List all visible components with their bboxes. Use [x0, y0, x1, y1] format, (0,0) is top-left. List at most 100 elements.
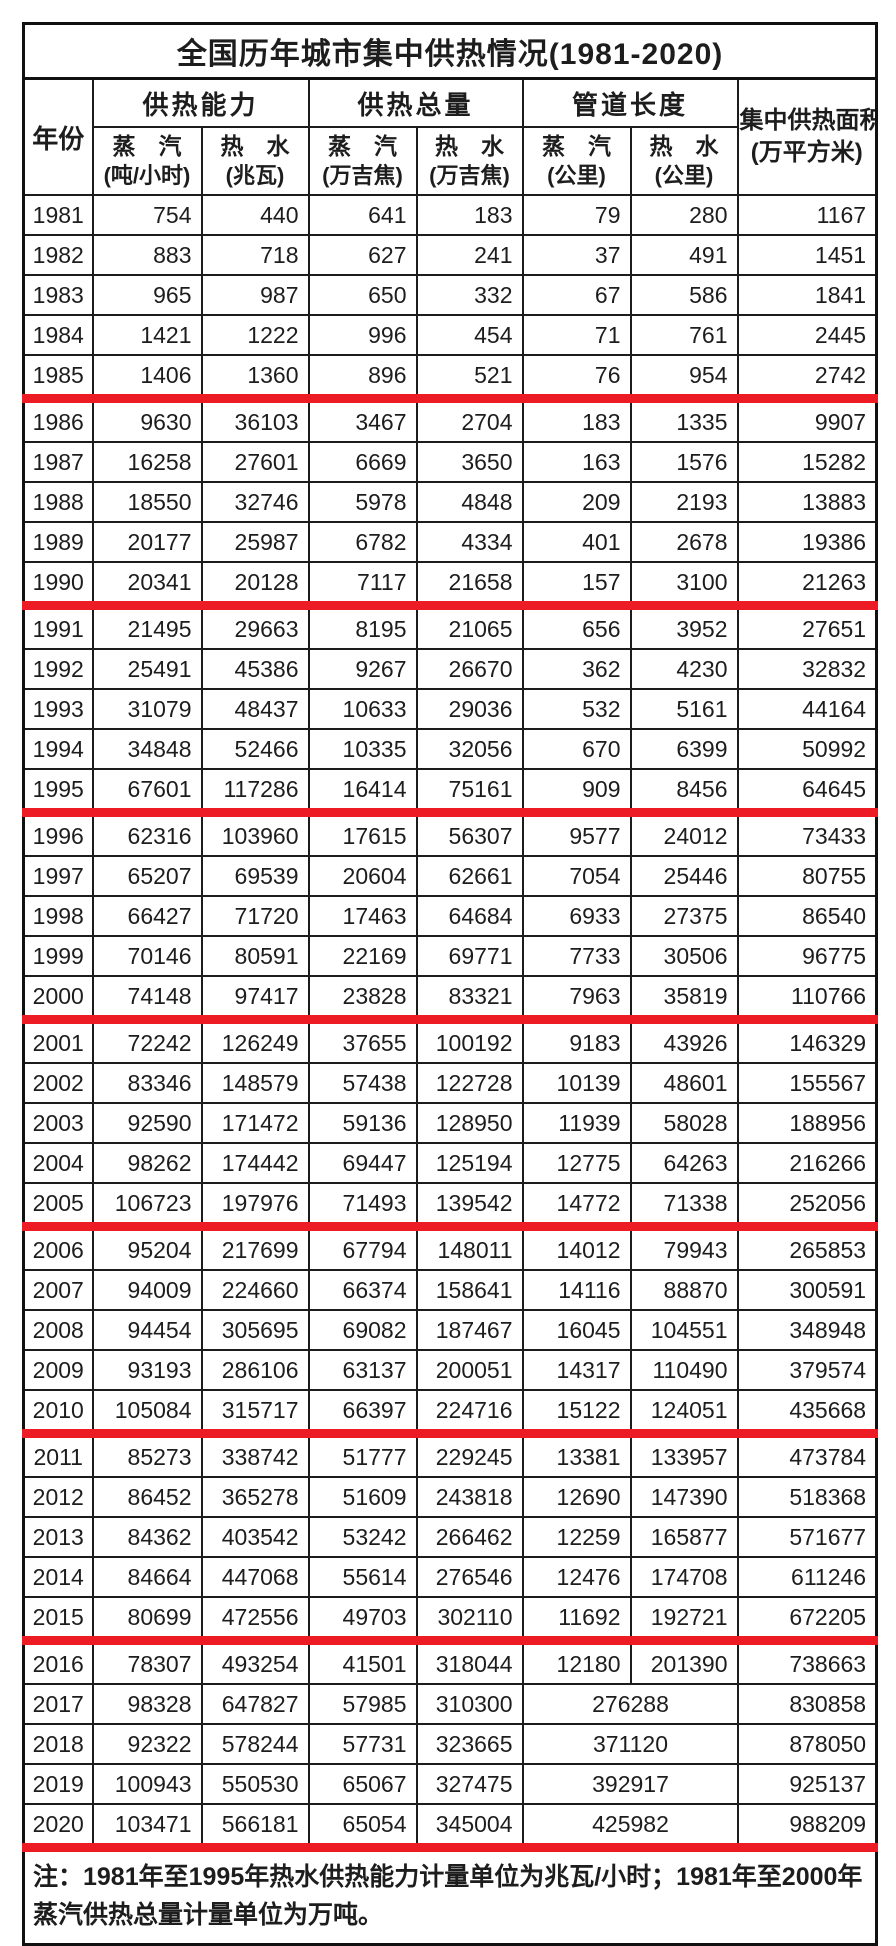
heating-area-cell: 571677 — [736, 1516, 878, 1558]
heating-area-cell: 379574 — [736, 1349, 878, 1391]
value-cell: 22169 — [307, 935, 418, 977]
value-cell: 174442 — [200, 1142, 310, 1184]
value-cell: 761 — [629, 314, 739, 356]
heating-area-cell: 73433 — [736, 811, 878, 857]
value-cell: 80591 — [200, 935, 310, 977]
heating-area-cell: 44164 — [736, 688, 878, 730]
value-cell: 67794 — [307, 1225, 418, 1271]
heating-area-cell: 216266 — [736, 1142, 878, 1184]
value-cell: 6782 — [307, 521, 418, 563]
value-cell: 85273 — [91, 1432, 203, 1478]
value-cell: 318044 — [415, 1639, 524, 1685]
value-cell: 27601 — [200, 441, 310, 483]
value-cell: 578244 — [200, 1723, 310, 1765]
value-cell: 83346 — [91, 1062, 203, 1104]
value-cell: 70146 — [91, 935, 203, 977]
year-cell: 1993 — [22, 688, 94, 730]
year-cell: 1988 — [22, 481, 94, 523]
value-cell: 521 — [415, 354, 524, 403]
heating-area-cell: 155567 — [736, 1062, 878, 1104]
value-cell: 14012 — [521, 1225, 632, 1271]
subheader-unit: (公里) — [547, 162, 606, 188]
value-cell: 1421 — [91, 314, 203, 356]
value-cell: 71 — [521, 314, 632, 356]
table-row: 2016 78307 493254 41501 318044 12180 201390 738… — [22, 1639, 878, 1685]
value-cell: 241 — [415, 234, 524, 276]
value-cell: 9267 — [307, 648, 418, 690]
value-cell: 550530 — [200, 1763, 310, 1805]
value-cell: 12180 — [521, 1639, 632, 1685]
subheader-unit: (万吉焦) — [429, 162, 510, 188]
value-cell: 2678 — [629, 521, 739, 563]
value-cell: 86452 — [91, 1476, 203, 1518]
subheader-label: 热 水 — [220, 132, 290, 159]
value-cell: 65054 — [307, 1803, 418, 1852]
value-cell: 37 — [521, 234, 632, 276]
value-cell: 16258 — [91, 441, 203, 483]
heating-area-cell: 265853 — [736, 1225, 878, 1271]
value-cell: 896 — [307, 354, 418, 403]
table-title: 全国历年城市集中供热情况(1981-2020) — [22, 22, 878, 80]
value-cell: 110490 — [629, 1349, 739, 1391]
value-cell: 78307 — [91, 1639, 203, 1685]
value-cell: 647827 — [200, 1683, 310, 1725]
value-cell: 197976 — [200, 1182, 310, 1231]
year-cell: 2016 — [22, 1639, 94, 1685]
value-cell: 954 — [629, 354, 739, 403]
value-cell: 11692 — [521, 1596, 632, 1645]
value-cell: 566181 — [200, 1803, 310, 1852]
year-cell: 2004 — [22, 1142, 94, 1184]
table-row: 2018 92322 578244 57731 323665 371120 878050 — [22, 1723, 878, 1765]
value-cell: 20604 — [307, 855, 418, 897]
table-row: 1994 34848 52466 10335 32056 670 6399 50992 — [22, 728, 878, 770]
year-cell: 1995 — [22, 768, 94, 817]
column-header-capacity-steam: 蒸 汽 (吨/小时) — [91, 126, 203, 196]
value-cell: 1222 — [200, 314, 310, 356]
value-cell: 55614 — [307, 1556, 418, 1598]
table-row: 2002 83346 148579 57438 122728 10139 48601 1555… — [22, 1062, 878, 1104]
year-cell: 2015 — [22, 1596, 94, 1645]
year-cell: 1994 — [22, 728, 94, 770]
value-cell: 75161 — [415, 768, 524, 817]
year-cell: 1987 — [22, 441, 94, 483]
value-cell: 1360 — [200, 354, 310, 403]
value-cell: 187467 — [415, 1309, 524, 1351]
value-cell: 63137 — [307, 1349, 418, 1391]
heating-area-cell: 96775 — [736, 935, 878, 977]
table-row: 1992 25491 45386 9267 26670 362 4230 32832 — [22, 648, 878, 690]
value-cell: 224716 — [415, 1389, 524, 1438]
value-cell: 100943 — [91, 1763, 203, 1805]
value-cell: 48601 — [629, 1062, 739, 1104]
value-cell: 29663 — [200, 604, 310, 650]
subheader-unit: (兆瓦) — [225, 162, 285, 188]
value-cell: 66397 — [307, 1389, 418, 1438]
value-cell: 104551 — [629, 1309, 739, 1351]
value-cell: 315717 — [200, 1389, 310, 1438]
heating-table-container: 全国历年城市集中供热情况(1981-2020) 年份 供热能力 供热总量 管道长… — [22, 22, 879, 1946]
value-cell: 20128 — [200, 561, 310, 610]
heating-area-cell: 32832 — [736, 648, 878, 690]
value-cell: 106723 — [91, 1182, 203, 1231]
heating-area-cell: 672205 — [736, 1596, 878, 1645]
value-cell: 1576 — [629, 441, 739, 483]
year-cell: 1982 — [22, 234, 94, 276]
value-cell: 5978 — [307, 481, 418, 523]
pipeline-total-cell: 392917 — [521, 1763, 739, 1805]
value-cell: 148011 — [415, 1225, 524, 1271]
value-cell: 84664 — [91, 1556, 203, 1598]
value-cell: 34848 — [91, 728, 203, 770]
table-row: 2010 105084 315717 66397 224716 15122 124051 43… — [22, 1389, 878, 1438]
value-cell: 147390 — [629, 1476, 739, 1518]
value-cell: 224660 — [200, 1269, 310, 1311]
value-cell: 62316 — [91, 811, 203, 857]
value-cell: 1335 — [629, 397, 739, 443]
value-cell: 84362 — [91, 1516, 203, 1558]
value-cell: 148579 — [200, 1062, 310, 1104]
table-row: 2003 92590 171472 59136 128950 11939 58028 1889… — [22, 1102, 878, 1144]
heating-area-cell: 9907 — [736, 397, 878, 443]
table-row: 1982 883 718 627 241 37 491 1451 — [22, 234, 878, 276]
value-cell: 10139 — [521, 1062, 632, 1104]
value-cell: 25987 — [200, 521, 310, 563]
table-row: 2001 72242 126249 37655 100192 9183 43926 14632… — [22, 1018, 878, 1064]
pipeline-total-cell: 425982 — [521, 1803, 739, 1852]
